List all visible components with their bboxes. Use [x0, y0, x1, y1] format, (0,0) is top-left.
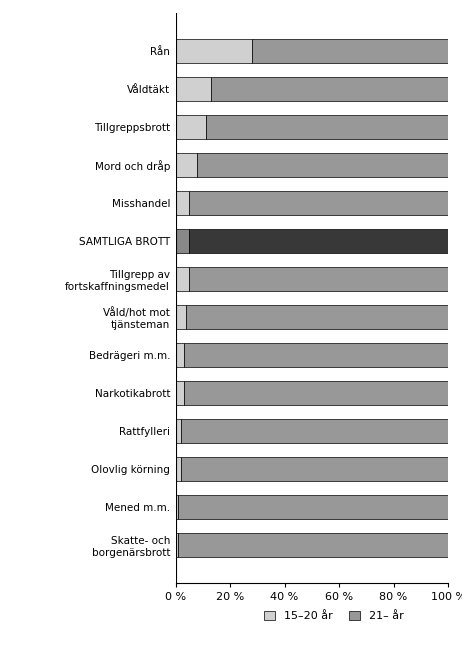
Bar: [181, 419, 448, 443]
Bar: [189, 191, 448, 215]
Bar: [176, 305, 187, 329]
Bar: [187, 305, 448, 329]
Bar: [176, 533, 178, 557]
Bar: [178, 533, 448, 557]
Bar: [176, 153, 197, 177]
Bar: [197, 153, 448, 177]
Bar: [176, 381, 184, 405]
Bar: [176, 457, 181, 481]
Bar: [189, 267, 448, 291]
Bar: [211, 77, 448, 101]
Bar: [184, 381, 448, 405]
Bar: [176, 39, 252, 63]
Bar: [178, 495, 448, 519]
Bar: [176, 343, 184, 367]
Bar: [252, 39, 448, 63]
Bar: [184, 343, 448, 367]
Bar: [176, 229, 189, 253]
Bar: [176, 191, 189, 215]
Bar: [176, 419, 181, 443]
Bar: [176, 115, 206, 139]
Bar: [181, 457, 448, 481]
Bar: [176, 267, 189, 291]
Bar: [176, 77, 211, 101]
Bar: [176, 495, 178, 519]
Bar: [206, 115, 448, 139]
Bar: [189, 229, 448, 253]
Legend: 15–20 år, 21– år: 15–20 år, 21– år: [259, 607, 408, 626]
